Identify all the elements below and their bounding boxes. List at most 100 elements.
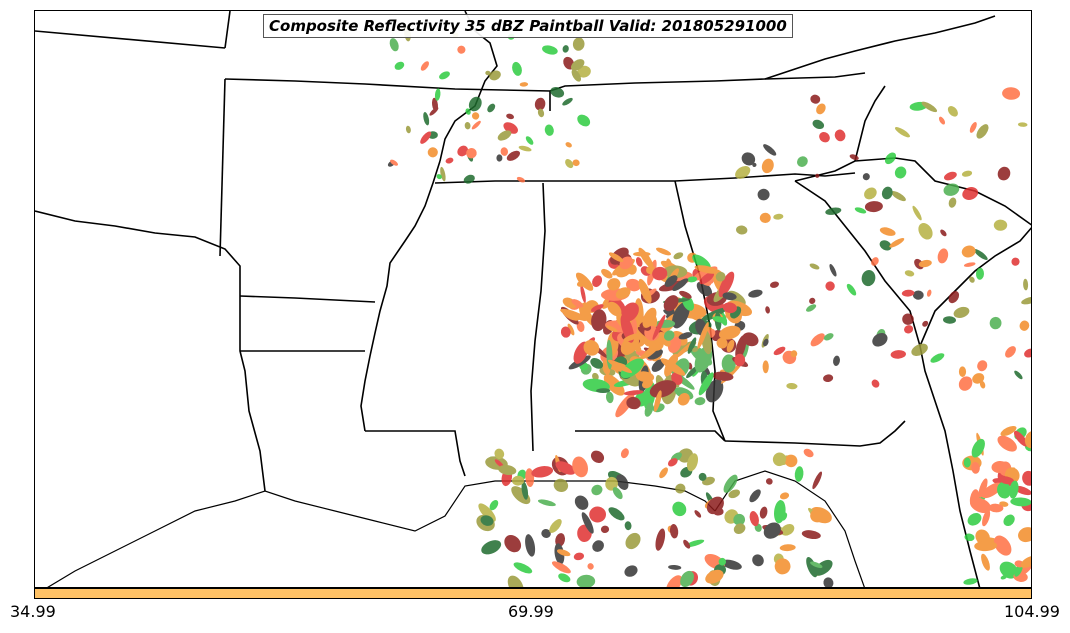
reflectivity-cell (722, 302, 737, 314)
reflectivity-cell (862, 173, 870, 181)
reflectivity-cell (918, 259, 932, 268)
coast-gulf-texas (47, 480, 716, 587)
reflectivity-cell (465, 108, 471, 115)
reflectivity-cell (694, 265, 720, 274)
reflectivity-cell (1002, 87, 1021, 100)
reflectivity-cell (1024, 430, 1031, 449)
reflectivity-cell (591, 309, 607, 332)
reflectivity-cell (651, 359, 665, 372)
reflectivity-cell (507, 575, 524, 587)
reflectivity-cell (969, 276, 975, 283)
reflectivity-cell (779, 544, 796, 552)
boundary-texas-oklahoma (35, 210, 266, 492)
reflectivity-cell (904, 270, 915, 277)
reflectivity-cell (592, 372, 599, 381)
reflectivity-cell (812, 119, 825, 130)
reflectivity-cell (762, 360, 769, 374)
reflectivity-cell (574, 495, 589, 510)
reflectivity-cell (1005, 346, 1016, 358)
reflectivity-cell (810, 561, 823, 569)
reflectivity-cell (562, 97, 573, 106)
reflectivity-cell (864, 187, 877, 200)
reflectivity-cell (922, 320, 929, 327)
reflectivity-cell (733, 523, 746, 535)
reflectivity-cell (774, 558, 791, 575)
reflectivity-cell (716, 337, 728, 349)
reflectivity-cell (606, 325, 618, 333)
reflectivity-cell (619, 256, 634, 270)
reflectivity-cell (589, 506, 606, 523)
reflectivity-cell (506, 113, 515, 120)
reflectivity-cell (1024, 348, 1031, 358)
reflectivity-cell (389, 38, 399, 52)
reflectivity-cell (757, 188, 770, 201)
reflectivity-cell (734, 353, 746, 367)
reflectivity-cell (1017, 122, 1028, 127)
reflectivity-cell (577, 114, 591, 127)
reflectivity-cell (718, 557, 727, 566)
reflectivity-cell (1014, 498, 1021, 505)
reflectivity-cell (969, 121, 977, 133)
reflectivity-cell (999, 561, 1018, 579)
reflectivity-cell (972, 373, 985, 384)
reflectivity-cell (590, 358, 604, 369)
reflectivity-cell (997, 166, 1011, 181)
reflectivity-cell (652, 314, 666, 340)
reflectivity-cell (706, 496, 724, 515)
reflectivity-cell (1018, 527, 1031, 543)
reflectivity-cell (810, 94, 821, 104)
reflectivity-cell (958, 376, 973, 391)
reflectivity-cell (810, 333, 825, 347)
reflectivity-cell (635, 257, 643, 267)
reflectivity-cell (580, 284, 586, 303)
reflectivity-cell (993, 535, 1012, 556)
reflectivity-cell (659, 467, 668, 479)
reflectivity-cell (699, 272, 715, 285)
colorbar-tick-label: 34.99 (10, 602, 56, 621)
reflectivity-cell (601, 268, 613, 279)
reflectivity-cell (605, 391, 614, 404)
coast-atlantic-north (919, 227, 1031, 347)
reflectivity-cell (721, 559, 742, 570)
reflectivity-cell (809, 263, 820, 270)
reflectivity-cell (553, 478, 569, 492)
map-title: Composite Reflectivity 35 dBZ Paintball … (263, 14, 793, 38)
reflectivity-cell (823, 333, 834, 341)
reflectivity-cell (1000, 575, 1007, 580)
reflectivity-cell (675, 483, 686, 494)
reflectivity-cell (806, 304, 817, 312)
reflectivity-cell (763, 144, 777, 156)
reflectivity-cell (489, 499, 499, 511)
reflectivity-cell (592, 275, 603, 288)
reflectivity-cell (624, 565, 638, 577)
reflectivity-cell (663, 295, 679, 312)
reflectivity-cell (1000, 425, 1017, 437)
reflectivity-cell (1019, 320, 1030, 331)
reflectivity-cell (810, 508, 826, 523)
boundary-mississippi-river (360, 160, 441, 432)
reflectivity-cell (849, 154, 859, 161)
boundary-mississippi-alabama (530, 182, 546, 452)
reflectivity-cell (420, 61, 430, 71)
reflectivity-cell (667, 336, 682, 353)
reflectivity-cell (537, 108, 545, 118)
reflectivity-cell (814, 559, 833, 576)
reflectivity-cell (487, 103, 496, 113)
reflectivity-cell (889, 237, 905, 248)
reflectivity-cell (565, 142, 572, 148)
reflectivity-cell (773, 213, 784, 220)
reflectivity-cell (977, 360, 988, 372)
reflectivity-cell (723, 474, 738, 493)
reflectivity-cell (592, 540, 604, 552)
reflectivity-cell (901, 289, 915, 297)
reflectivity-cell (967, 512, 982, 526)
reflectivity-cell (485, 70, 491, 76)
reflectivity-cell (427, 147, 438, 158)
reflectivity-cell (999, 476, 1015, 485)
reflectivity-cell (497, 130, 512, 141)
reflectivity-cell (620, 448, 629, 459)
reflectivity-cell (697, 322, 709, 349)
reflectivity-cell (600, 525, 610, 534)
reflectivity-cell (819, 132, 830, 143)
reflectivity-cell (457, 145, 469, 157)
